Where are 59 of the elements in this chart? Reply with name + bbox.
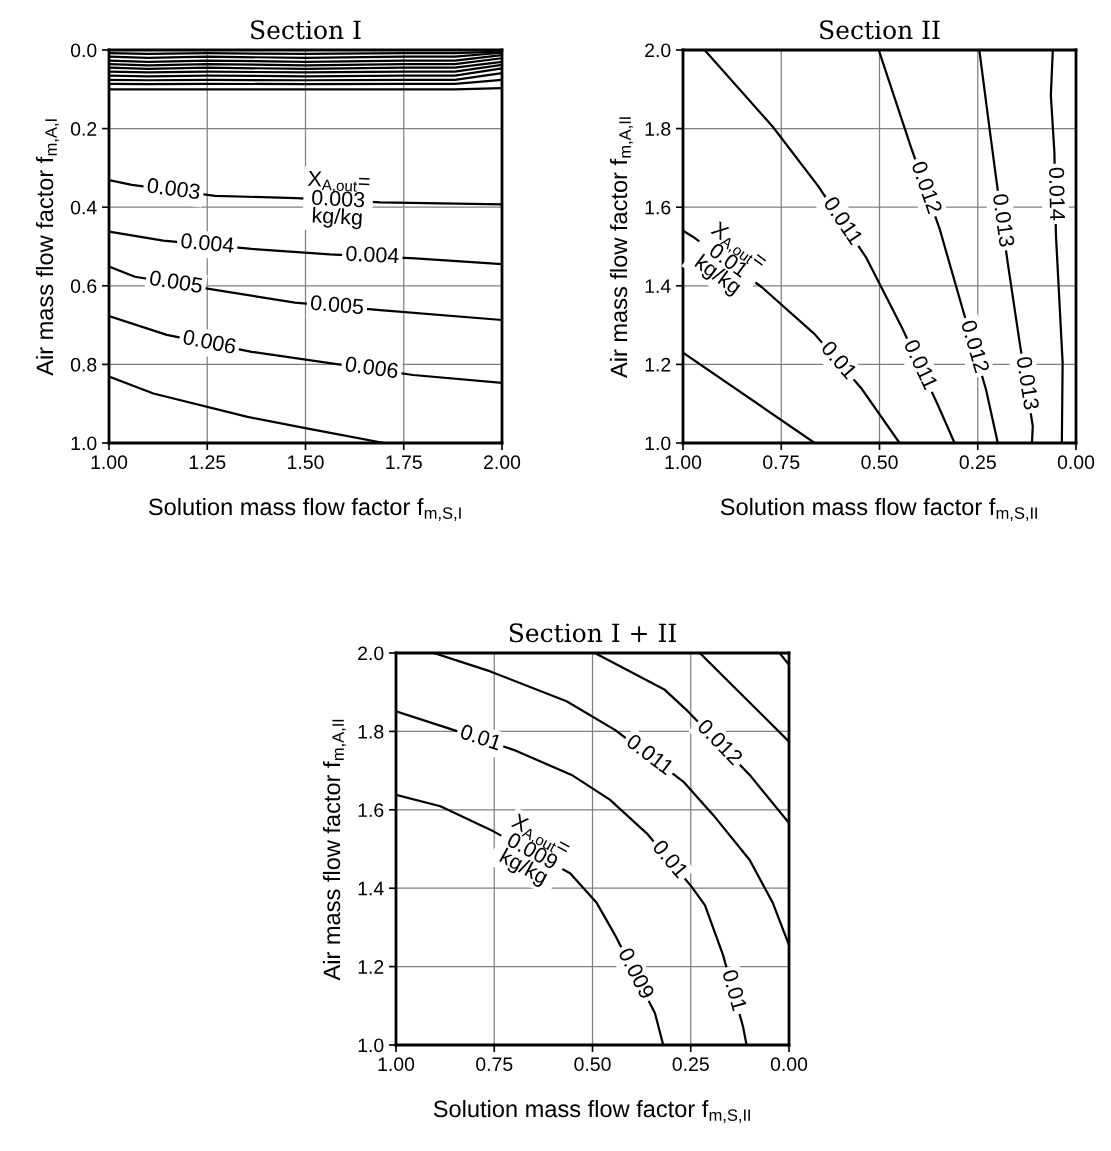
y-tick-label: 1.2 xyxy=(645,357,671,372)
y-tick-label: 1.0 xyxy=(71,436,97,451)
annotation: 0.012 xyxy=(960,319,990,374)
annotation: 0.006 xyxy=(182,329,237,355)
x-tick-label: 0.00 xyxy=(1057,455,1095,470)
x-tick-label: 1.25 xyxy=(189,455,226,470)
annotation: 0.011 xyxy=(903,338,939,391)
annotation: 0.009 xyxy=(617,946,656,1000)
annotation: 0.013 xyxy=(992,193,1015,248)
y-tick-label: 1.8 xyxy=(645,122,671,136)
x-tick-label: 0.00 xyxy=(770,1057,808,1072)
y-tick-label: 1.6 xyxy=(358,803,384,818)
annotation: X$_{A,out}$= 0.003 kg/kg xyxy=(307,170,370,230)
y-tick-label: 2.0 xyxy=(358,646,384,661)
x-tick-label: 1.50 xyxy=(288,455,324,470)
annotation: 0.005 xyxy=(149,269,204,294)
y-tick-label: 0.0 xyxy=(70,43,97,58)
y-tick-label: 1.4 xyxy=(645,279,671,293)
annotation: 0.01 xyxy=(459,723,503,751)
chart-title: Section II xyxy=(820,20,940,40)
x-tick-label: 0.25 xyxy=(672,1057,709,1072)
y-tick-label: 1.4 xyxy=(358,881,384,896)
x-tick-label: 1.00 xyxy=(378,1057,415,1072)
x-tick-label: 0.25 xyxy=(959,455,996,470)
annotation: 0.012 xyxy=(911,160,943,215)
y-tick-label: 0.8 xyxy=(70,357,97,372)
y-tick-label: 0.4 xyxy=(70,200,97,215)
y-tick-label: 1.0 xyxy=(358,1038,384,1053)
annotation: 0.013 xyxy=(1016,356,1040,411)
x-tick-label: 1.00 xyxy=(665,455,702,470)
x-tick-label: 0.50 xyxy=(574,1057,611,1072)
y-tick-label: 1.0 xyxy=(645,436,671,451)
x-tick-label: 0.75 xyxy=(763,455,800,470)
y-tick-label: 1.2 xyxy=(358,960,384,974)
y-tick-label: 2.0 xyxy=(645,43,671,58)
annotation: 0.004 xyxy=(345,245,400,264)
y-tick-label: 0.2 xyxy=(70,122,97,136)
annotation: 0.006 xyxy=(344,356,399,379)
x-axis-title: Solution mass flow factor f$_{m,S,I}$ xyxy=(148,497,461,521)
chart-title: Section I xyxy=(251,20,361,40)
y-tick-label: 1.6 xyxy=(645,200,671,215)
x-tick-label: 0.75 xyxy=(476,1057,513,1072)
annotation: 0.005 xyxy=(310,294,364,315)
x-tick-label: 1.75 xyxy=(386,455,422,470)
x-tick-label: 2.00 xyxy=(484,455,521,470)
y-axis-title: Air mass flow factor f$_{m,A,I}$ xyxy=(35,119,59,376)
x-tick-label: 1.00 xyxy=(91,455,128,470)
x-tick-label: 0.50 xyxy=(861,455,898,470)
y-axis-title: Air mass flow factor f$_{m,A,II}$ xyxy=(609,117,633,378)
annotation: 0.014 xyxy=(1048,167,1066,221)
annotation: 0.003 xyxy=(146,177,201,200)
x-axis-title: Solution mass flow factor f$_{m,S,II}$ xyxy=(720,497,1037,521)
annotation: 0.01 xyxy=(722,968,748,1012)
y-tick-label: 0.6 xyxy=(70,279,97,294)
chart-title: Section I + II xyxy=(509,623,676,643)
annotation: 0.004 xyxy=(180,232,235,253)
x-axis-title: Solution mass flow factor f$_{m,S,II}$ xyxy=(433,1099,750,1123)
y-tick-label: 1.8 xyxy=(358,724,384,739)
y-axis-title: Air mass flow factor f$_{m,A,II}$ xyxy=(322,719,346,981)
